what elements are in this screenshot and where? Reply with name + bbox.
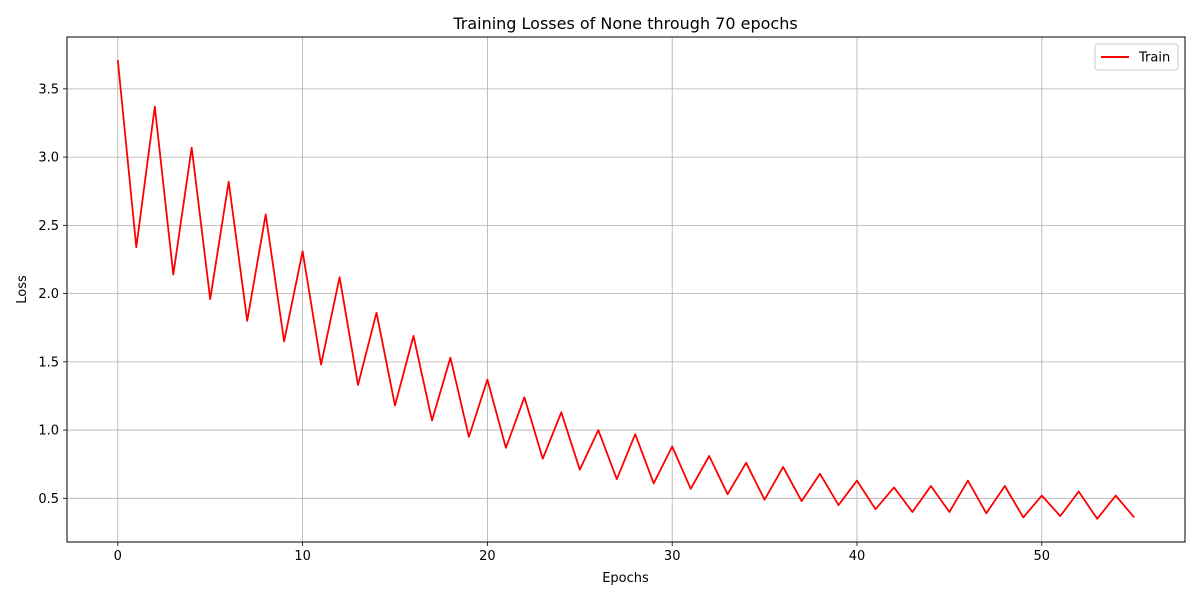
series-layer — [116, 60, 1135, 520]
y-tick-label: 0.5 — [38, 492, 59, 507]
x-tick-label: 20 — [479, 549, 496, 564]
legend-label-train: Train — [1138, 51, 1170, 66]
y-tick-label: 1.5 — [38, 355, 59, 370]
x-tick-label: 50 — [1034, 549, 1051, 564]
axis-ticks: 0 10 20 30 40 50 0.5 1.0 1.5 2.0 2.5 3.0 3.5 — [38, 82, 1050, 564]
y-tick-label: 1.0 — [38, 424, 59, 439]
grid — [67, 37, 1185, 542]
y-tick-label: 2.5 — [38, 219, 59, 234]
x-tick-label: 10 — [294, 549, 311, 564]
x-tick-label: 40 — [849, 549, 866, 564]
x-tick-label: 30 — [664, 549, 681, 564]
series-line-train — [116, 60, 1135, 520]
legend-frame — [1094, 43, 1179, 71]
chart-title: Training Losses of None through 70 epoch… — [452, 14, 797, 33]
y-tick-label: 3.5 — [38, 82, 59, 97]
legend: Train — [1094, 43, 1179, 71]
x-tick-label: 0 — [114, 549, 122, 564]
x-axis-title: Epochs — [602, 571, 649, 586]
plot-frame — [66, 36, 1186, 543]
y-tick-label: 3.0 — [38, 151, 59, 166]
y-axis-title: Loss — [15, 275, 30, 304]
y-tick-label: 2.0 — [38, 287, 59, 302]
